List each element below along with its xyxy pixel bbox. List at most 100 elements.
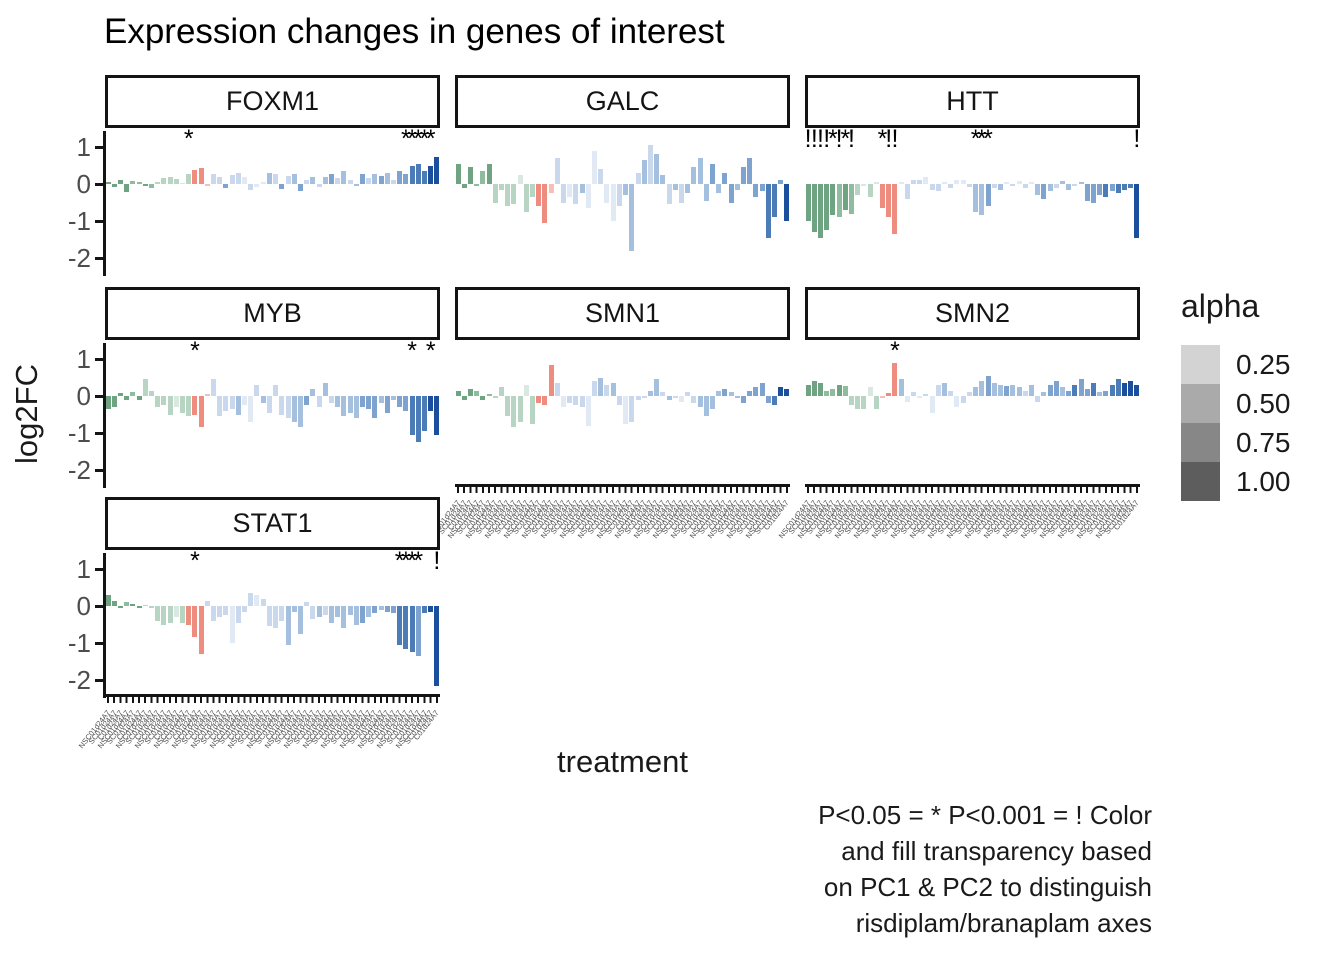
bar [378, 396, 384, 404]
bar [954, 396, 960, 408]
significance-marker: * [425, 337, 436, 365]
bar [1109, 184, 1115, 192]
significance-marker: * [840, 125, 851, 153]
bar [542, 184, 548, 223]
bar [378, 606, 384, 610]
significance-marker: * [413, 547, 424, 575]
bar [279, 606, 285, 621]
caption-line: P<0.05 = * P<0.001 = ! Color [818, 800, 1152, 830]
bar [1004, 385, 1010, 396]
bar [778, 386, 784, 397]
significance-marker: * [425, 125, 436, 153]
bar [1078, 182, 1084, 184]
bar [111, 396, 117, 408]
bar [304, 179, 310, 184]
bar [709, 163, 715, 184]
facet-strip-foxm1: FOXM1 [105, 75, 440, 128]
bar [935, 384, 941, 396]
bar [1041, 184, 1047, 199]
bar [204, 393, 210, 396]
bar [266, 606, 272, 627]
bar [536, 396, 542, 404]
bar [186, 606, 192, 625]
bar [784, 184, 790, 221]
bar [149, 184, 155, 188]
bar [753, 386, 759, 397]
bar [254, 184, 260, 187]
bar [229, 606, 235, 643]
bar [260, 598, 266, 606]
bar [486, 394, 492, 396]
bar [1053, 381, 1059, 396]
bar [880, 184, 886, 209]
bar [390, 606, 396, 614]
bar [960, 396, 966, 404]
y-tick [95, 219, 103, 223]
significance-marker: * [190, 547, 200, 575]
bar [322, 606, 328, 616]
bar [892, 184, 898, 234]
bar [904, 184, 910, 199]
bar [480, 171, 486, 184]
bar [273, 384, 279, 396]
y-tick [95, 678, 103, 682]
bar [979, 381, 985, 396]
bar [285, 175, 291, 184]
bar [161, 396, 167, 406]
bar [499, 386, 505, 397]
bar [347, 606, 353, 616]
bar [322, 176, 328, 184]
bar [461, 184, 467, 189]
bar [291, 396, 297, 422]
bar [855, 396, 861, 409]
y-tick [95, 357, 103, 361]
bar [517, 396, 523, 422]
bar [124, 396, 130, 401]
bar [716, 184, 722, 194]
bar [118, 606, 123, 608]
bar [304, 602, 310, 606]
bar [397, 396, 403, 408]
bar [155, 182, 161, 184]
bar [409, 165, 415, 184]
bar [384, 606, 390, 612]
y-tick-label: -1 [67, 628, 91, 658]
bar [728, 184, 734, 203]
bar [341, 171, 347, 184]
facet-label: SMN1 [584, 298, 660, 328]
significance-marker: ! [1133, 125, 1141, 153]
bar [118, 180, 123, 184]
bar [966, 391, 972, 396]
bar [697, 158, 703, 184]
bar [384, 172, 390, 184]
bar [1128, 381, 1134, 396]
bar [105, 396, 111, 409]
bar [486, 163, 492, 184]
bar [409, 396, 415, 435]
bar [505, 184, 511, 207]
bar [1115, 379, 1121, 396]
bar [461, 396, 467, 401]
y-tick-label: -2 [67, 665, 91, 695]
bar [217, 396, 223, 417]
bar [297, 184, 303, 191]
bar [229, 175, 235, 184]
caption: P<0.05 = * P<0.001 = ! Color and fill tr… [560, 797, 1152, 941]
bar [635, 172, 641, 184]
bar [254, 594, 260, 606]
bar [849, 184, 855, 214]
bar [415, 396, 421, 443]
facet-strip-htt: HTT [805, 75, 1140, 128]
bar [155, 606, 161, 621]
bar [842, 184, 848, 210]
facet-panel-stat1: * * * * *! 1 0 -1 -2 NSC01d24A7 SC01d24A7 C01d24A7 N… [68, 549, 441, 751]
bar [991, 184, 997, 188]
bar [1072, 184, 1078, 186]
bar [1084, 184, 1090, 201]
bar [691, 167, 697, 184]
bar [341, 396, 347, 417]
bar [279, 184, 285, 190]
bar [842, 385, 848, 396]
bar [242, 396, 248, 406]
bar [173, 396, 179, 408]
